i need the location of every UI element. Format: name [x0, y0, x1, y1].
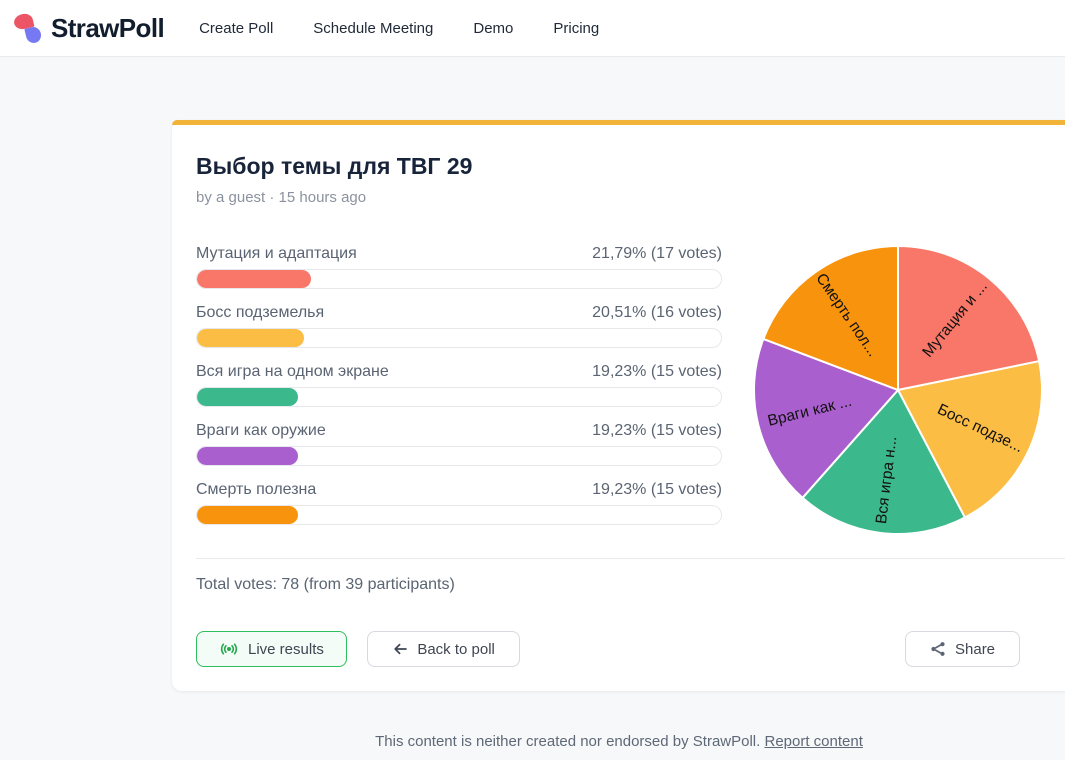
- actions-row: Live results Back to poll Share: [196, 631, 1065, 667]
- pie-slice: [762, 245, 899, 391]
- option-bar-track: [196, 269, 722, 289]
- poll-option: Смерть полезна 19,23% (15 votes): [196, 481, 722, 525]
- poll-option: Босс подземелья 20,51% (16 votes): [196, 304, 722, 348]
- footer-disclaimer: This content is neither created nor endo…: [172, 733, 1065, 750]
- poll-option: Вся игра на одном экране 19,23% (15 vote…: [196, 363, 722, 407]
- poll-option: Мутация и адаптация 21,79% (17 votes): [196, 245, 722, 289]
- nav-schedule-meeting[interactable]: Schedule Meeting: [313, 19, 434, 37]
- strawpoll-logo-icon: [12, 11, 44, 45]
- share-label: Share: [955, 640, 996, 658]
- top-nav: StrawPoll Create Poll Schedule Meeting D…: [0, 0, 1065, 57]
- total-votes: Total votes: 78 (from 39 participants): [196, 576, 455, 593]
- poll-option: Враги как оружие 19,23% (15 votes): [196, 422, 722, 466]
- pie-slice: [897, 360, 1043, 519]
- option-bar-fill: [197, 447, 298, 465]
- option-result: 19,23% (15 votes): [592, 422, 722, 439]
- brand-name: StrawPoll: [51, 12, 165, 43]
- pie-slice: [897, 245, 1041, 391]
- poll-byline: by a guest · 15 hours ago: [196, 189, 367, 206]
- report-content-link[interactable]: Report content: [764, 733, 863, 750]
- option-result: 21,79% (17 votes): [592, 245, 722, 262]
- option-result: 20,51% (16 votes): [592, 304, 722, 321]
- back-to-poll-button[interactable]: Back to poll: [367, 631, 520, 667]
- nav-pricing[interactable]: Pricing: [553, 19, 600, 37]
- back-to-poll-label: Back to poll: [417, 640, 495, 658]
- main-nav: Create Poll Schedule Meeting Demo Pricin…: [199, 20, 639, 37]
- option-bar-fill: [197, 270, 312, 288]
- option-label: Вся игра на одном экране: [196, 363, 389, 380]
- option-result: 19,23% (15 votes): [592, 481, 722, 498]
- share-button[interactable]: Share: [905, 631, 1021, 667]
- option-label: Босс подземелья: [196, 304, 325, 321]
- option-result: 19,23% (15 votes): [592, 363, 722, 380]
- option-label: Враги как оружие: [196, 422, 326, 439]
- option-bar-fill: [197, 388, 298, 406]
- logo-petal-blue: [24, 24, 43, 45]
- pie-chart: Мутация и ...Босс подзе...Вся игра н...В…: [753, 245, 1043, 535]
- option-bar-track: [196, 328, 722, 348]
- brand-logo[interactable]: StrawPoll: [12, 11, 165, 45]
- option-bar-fill: [197, 329, 305, 347]
- share-icon: [931, 642, 945, 656]
- live-results-label: Live results: [248, 640, 324, 658]
- disclaimer-text: This content is neither created nor endo…: [375, 733, 765, 750]
- poll-results-card: Выбор темы для ТВГ 29 by a guest · 15 ho…: [172, 120, 1065, 691]
- option-label: Мутация и адаптация: [196, 245, 357, 262]
- card-top-accent: [172, 120, 1065, 125]
- option-bar-track: [196, 505, 722, 525]
- option-bar-track: [196, 387, 722, 407]
- nav-create-poll[interactable]: Create Poll: [199, 19, 274, 37]
- pie-slice: [801, 389, 966, 535]
- pie-slice: [753, 337, 899, 499]
- option-bar-fill: [197, 506, 298, 524]
- nav-demo[interactable]: Demo: [473, 19, 514, 37]
- back-arrow-icon: [394, 643, 408, 655]
- poll-title: Выбор темы для ТВГ 29: [196, 153, 473, 179]
- option-label: Смерть полезна: [196, 481, 317, 498]
- divider: [196, 558, 1065, 559]
- live-icon: [220, 643, 238, 655]
- live-results-button[interactable]: Live results: [196, 631, 347, 667]
- option-bar-track: [196, 446, 722, 466]
- results-list: Мутация и адаптация 21,79% (17 votes) Бо…: [196, 245, 722, 525]
